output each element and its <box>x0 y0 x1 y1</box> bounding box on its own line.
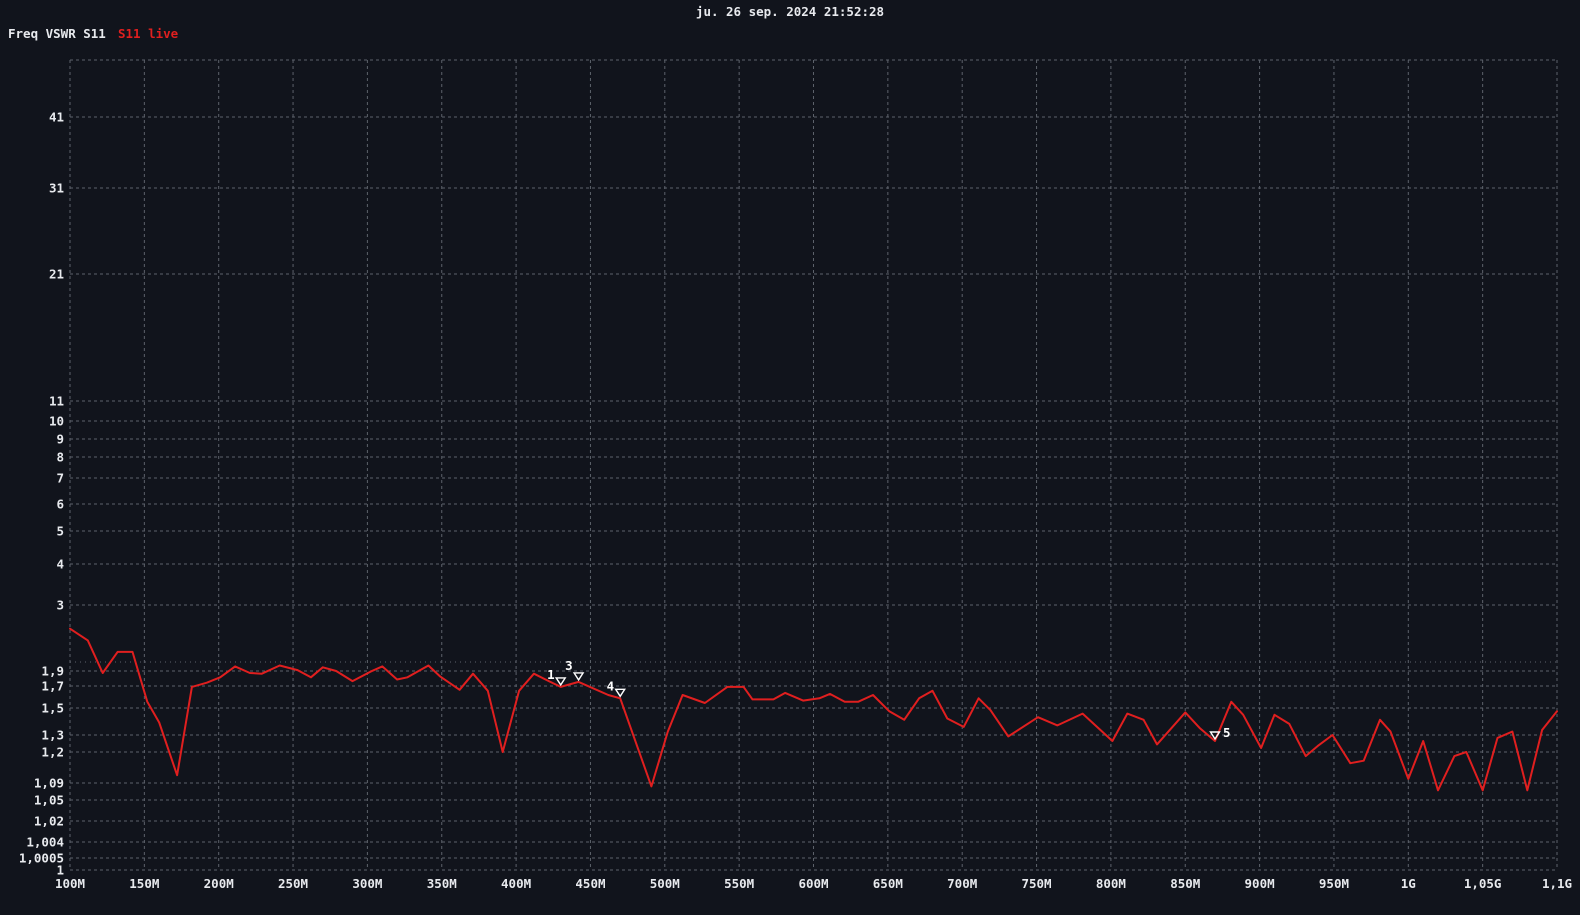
x-tick-label: 900M <box>1245 876 1275 891</box>
x-tick-label: 600M <box>798 876 828 891</box>
x-tick-label: 250M <box>278 876 308 891</box>
x-tick-label: 1,05G <box>1464 876 1502 891</box>
x-tick-label: 350M <box>427 876 457 891</box>
x-tick-label: 850M <box>1170 876 1200 891</box>
y-tick-label: 21 <box>49 267 64 282</box>
y-axis-labels: 41 31 21 11 10 9 8 7 6 5 4 3 1,91,7 1,5 1,3 1,2 1,09 1,05… <box>19 110 64 878</box>
x-tick-label: 500M <box>650 876 680 891</box>
x-tick-label: 700M <box>947 876 977 891</box>
x-tick-label: 300M <box>352 876 382 891</box>
marker-number: 1 <box>547 667 555 682</box>
x-tick-label: 400M <box>501 876 531 891</box>
marker-4[interactable]: 4 <box>607 678 625 696</box>
x-tick-label: 1,1G <box>1542 876 1572 891</box>
gridlines <box>70 60 1557 870</box>
x-tick-label: 750M <box>1021 876 1051 891</box>
marker-triangle-icon[interactable] <box>616 689 625 696</box>
x-tick-label: 100M <box>55 876 85 891</box>
y-tick-label: 5 <box>56 524 64 539</box>
y-tick-label: 9 <box>56 432 64 447</box>
chart-canvas[interactable]: 413121111098765431,91,71,51,31,21,091,05… <box>0 0 1580 915</box>
marker-triangle-icon[interactable] <box>556 678 565 685</box>
y-tick-label: 3 <box>56 598 64 613</box>
marker-number: 4 <box>607 678 615 693</box>
y-tick-label: 7 <box>56 471 64 486</box>
y-tick-label: 1,9 <box>41 664 64 679</box>
x-tick-label: 450M <box>575 876 605 891</box>
marker-3[interactable]: 3 <box>565 658 583 680</box>
y-tick-label: 1,02 <box>34 814 64 829</box>
y-tick-label: 1,5 <box>41 701 64 716</box>
x-tick-label: 150M <box>129 876 159 891</box>
y-tick-label: 1,2 <box>41 745 64 760</box>
y-tick-label: 1,004 <box>26 835 64 850</box>
markers[interactable]: 13 4 5 <box>547 658 1230 740</box>
x-tick-label: 800M <box>1096 876 1126 891</box>
y-tick-label: 1,09 <box>34 776 64 791</box>
x-tick-label: 950M <box>1319 876 1349 891</box>
y-tick-label: 6 <box>56 497 64 512</box>
x-axis-labels: 100M 150M 200M 250M 300M 350M 400M 450M 500M 550M… <box>55 876 1572 891</box>
y-tick-label: 31 <box>49 181 64 196</box>
marker-triangle-icon[interactable] <box>574 673 583 680</box>
y-tick-label: 1,7 <box>41 679 64 694</box>
marker-number: 5 <box>1223 725 1231 740</box>
vswr-chart-app: ju. 26 sep. 2024 21:52:28 Freq VSWR S11 … <box>0 0 1580 915</box>
y-tick-label: 11 <box>49 394 64 409</box>
x-tick-label: 1G <box>1401 876 1416 891</box>
y-tick-label: 1,3 <box>41 728 64 743</box>
y-tick-label: 4 <box>56 557 64 572</box>
x-tick-label: 200M <box>204 876 234 891</box>
marker-number: 3 <box>565 658 573 673</box>
x-tick-label: 650M <box>873 876 903 891</box>
x-tick-label: 550M <box>724 876 754 891</box>
y-tick-label: 10 <box>49 414 64 429</box>
y-tick-label: 8 <box>56 450 64 465</box>
y-tick-label: 41 <box>49 110 64 125</box>
y-tick-label: 1,05 <box>34 793 64 808</box>
